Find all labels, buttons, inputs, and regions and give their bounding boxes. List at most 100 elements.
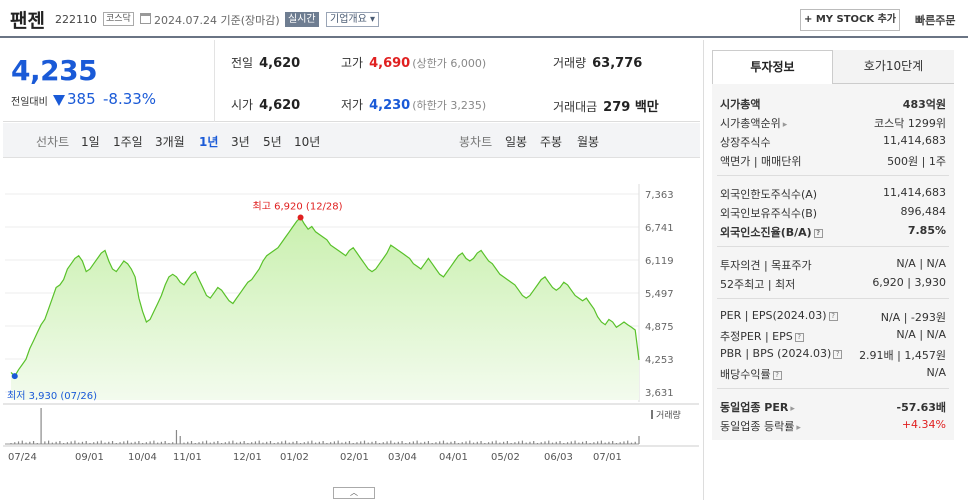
sector-per-row: 동일업종 PER ▸ -57.63배 bbox=[720, 401, 946, 414]
candle-chart-label: 봉차트 bbox=[459, 135, 493, 149]
volume-bar bbox=[232, 440, 234, 444]
volume-bar bbox=[563, 443, 565, 444]
volume-bar bbox=[258, 440, 260, 444]
open-price: 시가 4,620 bbox=[231, 98, 301, 113]
volume-bar bbox=[142, 443, 144, 444]
divider bbox=[717, 246, 949, 247]
volume-bar bbox=[412, 441, 414, 444]
volume-bar bbox=[623, 441, 625, 444]
volume-bar bbox=[506, 441, 508, 444]
volume-bar bbox=[254, 441, 257, 444]
volume-bar bbox=[574, 440, 576, 444]
volume-bar bbox=[104, 442, 106, 444]
price-summary: 4,235 전일대비 385 -8.33% 전일 4,620 고가 4,690 (상한… bbox=[3, 40, 700, 122]
volume-bar bbox=[322, 441, 324, 444]
volume-bar bbox=[518, 441, 520, 444]
rank-row: 시가총액순위 ▸ 코스닥 1299위 bbox=[720, 117, 946, 130]
volume-bar bbox=[314, 442, 317, 444]
volume-bar bbox=[48, 440, 50, 444]
volume-bar bbox=[439, 441, 441, 444]
volume-bar bbox=[521, 440, 524, 444]
volume-bar bbox=[555, 441, 557, 444]
tab-1w[interactable]: 1주일 bbox=[113, 135, 143, 149]
volume-bar bbox=[63, 443, 65, 444]
tab-1d[interactable]: 1일 bbox=[81, 135, 100, 149]
tab-weekly[interactable]: 주봉 bbox=[540, 135, 563, 149]
volume-bar bbox=[149, 441, 151, 444]
tab-1y[interactable]: 1년 bbox=[199, 135, 219, 149]
volume-bar bbox=[198, 442, 200, 444]
volume-bar bbox=[533, 441, 535, 444]
volume-bar bbox=[236, 442, 238, 444]
volume-bar bbox=[348, 441, 351, 444]
volume-bar bbox=[363, 440, 366, 444]
volume-bar bbox=[333, 441, 336, 444]
price-chart[interactable]: 7,363 6,741 6,119 5,497 4,875 4,253 3,631 최고 6,… bbox=[3, 160, 703, 500]
tab-monthly[interactable]: 월봉 bbox=[577, 135, 600, 149]
volume-bar bbox=[578, 442, 580, 444]
volume-bar bbox=[638, 436, 640, 444]
down-triangle-icon bbox=[53, 95, 65, 106]
series-area bbox=[11, 217, 639, 400]
volume-bar bbox=[420, 442, 422, 444]
volume-bar bbox=[536, 443, 539, 444]
sector-rate-row: 동일업종 등락률 ▸ +4.34% bbox=[720, 418, 946, 433]
volume-bar bbox=[529, 441, 531, 444]
x-tick-label: 07/24 bbox=[8, 452, 37, 463]
foreign-hold-row: 외국인보유주식수(B) 896,484 bbox=[720, 205, 946, 220]
volume-bar bbox=[378, 443, 381, 444]
tab-10y[interactable]: 10년 bbox=[294, 135, 321, 149]
tab-orderbook[interactable]: 호가10단계 bbox=[833, 50, 954, 84]
price-chart-svg: 7,363 6,741 6,119 5,497 4,875 4,253 3,631 최고 6,… bbox=[3, 184, 699, 463]
calendar-icon bbox=[140, 13, 151, 24]
volume-bar bbox=[284, 440, 287, 444]
low-point bbox=[11, 373, 18, 380]
volume-bar bbox=[416, 440, 418, 444]
volume-bar bbox=[514, 442, 516, 444]
x-tick-label: 04/01 bbox=[439, 452, 468, 463]
y-tick-label: 5,497 bbox=[645, 289, 674, 300]
volume-bar bbox=[111, 441, 114, 444]
volume-bar bbox=[59, 441, 61, 444]
volume-bar bbox=[168, 443, 170, 444]
add-mystock-button[interactable]: + MY STOCK 추가 bbox=[800, 9, 900, 31]
tab-3m[interactable]: 3개월 bbox=[155, 135, 185, 149]
tab-invest-info[interactable]: 투자정보 bbox=[712, 50, 833, 84]
x-tick-label: 03/04 bbox=[388, 452, 417, 463]
volume-bar bbox=[634, 441, 636, 444]
volume-bar bbox=[630, 442, 633, 444]
fast-order-button[interactable]: 빠른주문 bbox=[915, 14, 956, 27]
volume-bar bbox=[318, 441, 320, 444]
volume-bar bbox=[405, 443, 407, 444]
volume-bar bbox=[44, 441, 46, 444]
volume-bar bbox=[476, 441, 478, 444]
per-row: PER | EPS(2024.03)? N/A | -293원 bbox=[720, 309, 946, 324]
tab-daily[interactable]: 일봉 bbox=[505, 135, 528, 149]
volume-bar bbox=[352, 443, 354, 444]
volume-bar bbox=[21, 440, 23, 444]
x-tick-label: 06/03 bbox=[544, 452, 573, 463]
volume-bar bbox=[247, 443, 249, 444]
volume-bar bbox=[345, 441, 347, 444]
volume-bar bbox=[281, 441, 283, 444]
volume-bar bbox=[157, 442, 159, 444]
volume-bar bbox=[442, 440, 445, 444]
quote-date: 2024.07.24 기준(장마감) bbox=[154, 14, 280, 27]
chart-collapse-button[interactable]: ︿ bbox=[333, 487, 375, 499]
volume-bar bbox=[499, 442, 501, 444]
tab-5y[interactable]: 5년 bbox=[263, 135, 282, 149]
volume-bar bbox=[435, 442, 437, 444]
volume-bar bbox=[213, 441, 215, 444]
volume-bar bbox=[551, 442, 554, 444]
volume-bar bbox=[386, 441, 388, 444]
volume-bar bbox=[593, 442, 595, 444]
volume-bar bbox=[217, 441, 219, 444]
volume-bar bbox=[74, 440, 76, 444]
company-info-dropdown[interactable]: 기업개요 ▾ bbox=[326, 12, 380, 27]
volume-bar bbox=[251, 442, 253, 444]
volume-bar bbox=[292, 441, 294, 444]
tab-3y[interactable]: 3년 bbox=[231, 135, 250, 149]
realtime-button[interactable]: 실시간 bbox=[285, 12, 319, 27]
volume-bar bbox=[600, 440, 602, 444]
stock-header: 팬젠 222110 코스닥 2024.07.24 기준(장마감) 실시간 기업개… bbox=[0, 0, 968, 38]
